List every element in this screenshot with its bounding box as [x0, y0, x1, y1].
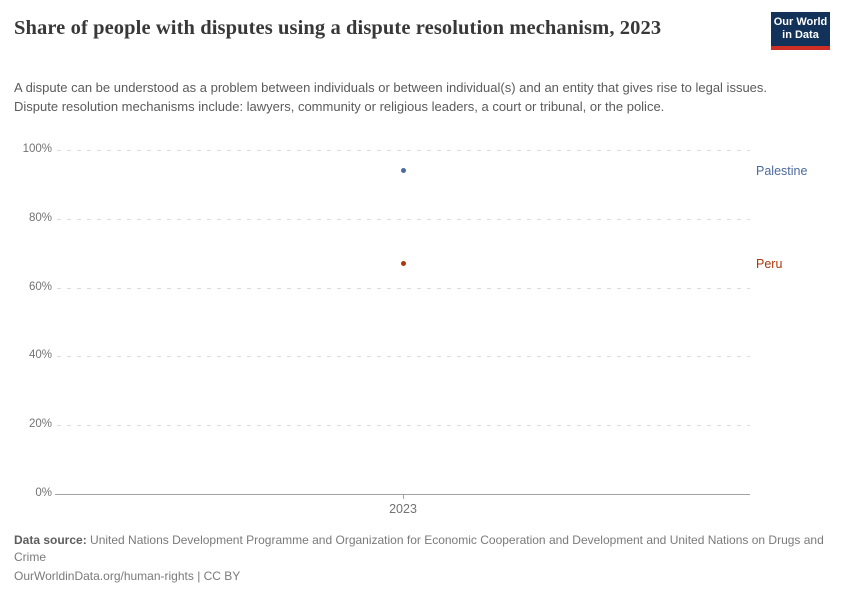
- y-tick-label-20: 20%: [28, 418, 52, 430]
- gridline-80: [57, 219, 750, 220]
- y-tick-label-80: 80%: [28, 212, 52, 224]
- gridline-20: [57, 425, 750, 426]
- gridline-40: [57, 356, 750, 357]
- series-label-peru[interactable]: Peru: [756, 256, 783, 271]
- series-label-palestine[interactable]: Palestine: [756, 163, 808, 178]
- data-point-palestine[interactable]: [400, 168, 406, 174]
- license-line[interactable]: OurWorldinData.org/human-rights | CC BY: [14, 569, 241, 583]
- data-source-value: United Nations Development Programme and…: [14, 533, 824, 564]
- gridline-60: [57, 288, 750, 289]
- gridline-100: [57, 150, 750, 151]
- owid-logo[interactable]: Our World in Data: [771, 12, 830, 50]
- data-source-line: Data source: United Nations Development …: [14, 532, 826, 566]
- data-point-peru[interactable]: [400, 261, 406, 267]
- y-tick-label-40: 40%: [28, 349, 52, 361]
- y-tick-label-100: 100%: [22, 143, 52, 155]
- y-tick-label-60: 60%: [28, 281, 52, 293]
- x-axis-tick: [403, 494, 404, 499]
- data-source-label: Data source:: [14, 533, 87, 547]
- x-axis-line: [55, 494, 750, 495]
- x-tick-label-2023: 2023: [389, 502, 417, 516]
- owid-logo-line2: in Data: [782, 29, 819, 41]
- y-tick-label-0: 0%: [35, 487, 52, 499]
- owid-logo-line1: Our World: [773, 16, 828, 28]
- chart-subtitle: A dispute can be understood as a problem…: [14, 80, 768, 114]
- page-title: Share of people with disputes using a di…: [14, 17, 662, 39]
